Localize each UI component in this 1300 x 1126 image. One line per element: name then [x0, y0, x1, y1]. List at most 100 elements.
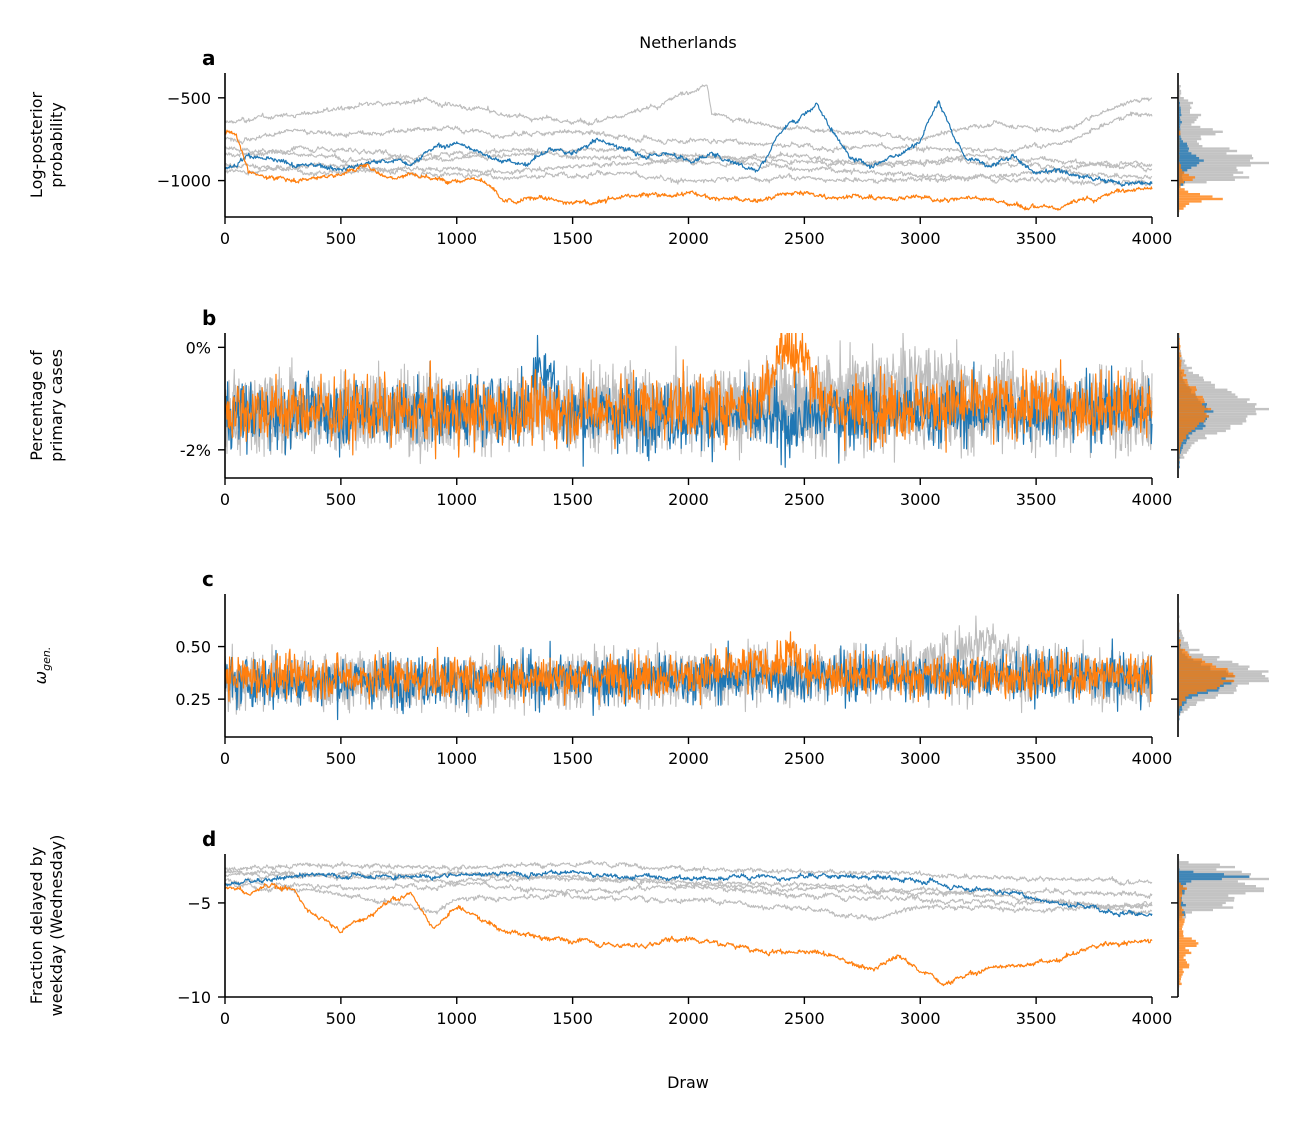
hist-bar-orange-a-22 — [1179, 161, 1180, 165]
hist-bar-orange-b-19 — [1179, 429, 1192, 433]
hist-bar-gray-d-49 — [1179, 877, 1269, 881]
hist-bar-orange-c-35 — [1179, 651, 1188, 654]
hist-bar-gray-d-36 — [1179, 908, 1213, 912]
series-line-gray-3 — [225, 882, 1153, 921]
x-tick-label-c-1: 500 — [326, 749, 357, 768]
hist-bar-orange-d-38 — [1179, 904, 1181, 907]
hist-bar-blue-a-30 — [1179, 142, 1187, 145]
hist-bar-orange-c-24 — [1179, 677, 1222, 680]
hist-bar-gray-c-31 — [1179, 660, 1233, 664]
hist-bar-blue-b-4 — [1179, 465, 1180, 469]
hist-bar-orange-d-42 — [1179, 894, 1182, 897]
hist-bar-gray-b-11 — [1179, 449, 1189, 452]
hist-bar-gray-a-49 — [1179, 97, 1184, 100]
hist-bar-orange-b-43 — [1179, 371, 1184, 375]
hist-bar-orange-b-16 — [1179, 436, 1187, 440]
hist-bar-blue-d-49 — [1179, 877, 1222, 881]
hist-bar-orange-b-46 — [1179, 364, 1182, 367]
hist-bar-orange-d-24 — [1179, 937, 1192, 940]
hist-bar-orange-a-34 — [1179, 133, 1181, 136]
hist-bar-orange-d-7 — [1179, 977, 1181, 981]
hist-bar-orange-d-21 — [1179, 944, 1197, 947]
x-tick-label-a-2: 1000 — [436, 229, 477, 248]
hist-bar-orange-b-49 — [1179, 357, 1180, 360]
marginal-histogram-a — [1179, 85, 1269, 213]
hist-bar-orange-c-13 — [1179, 703, 1182, 706]
hist-bar-orange-a-21 — [1179, 164, 1181, 167]
hist-bar-blue-a-23 — [1179, 159, 1204, 162]
hist-bar-gray-b-41 — [1179, 376, 1204, 379]
x-tick-label-d-5: 2500 — [784, 1009, 825, 1028]
hist-bar-orange-c-36 — [1179, 648, 1186, 652]
series-line-gray-4 — [225, 869, 1153, 915]
hist-bar-orange-d-47 — [1179, 882, 1181, 885]
x-tick-label-c-3: 1500 — [552, 749, 593, 768]
hist-bar-orange-c-38 — [1179, 644, 1181, 647]
hist-bar-orange-c-30 — [1179, 663, 1213, 666]
hist-bar-gray-a-36 — [1179, 128, 1213, 131]
hist-bar-gray-a-51 — [1179, 92, 1182, 95]
hist-bar-orange-c-26 — [1179, 672, 1234, 675]
hist-bar-orange-d-29 — [1179, 925, 1183, 928]
hist-bar-orange-a-15 — [1179, 178, 1193, 181]
hist-bar-blue-c-14 — [1179, 701, 1187, 704]
hist-bar-gray-d-37 — [1179, 906, 1234, 909]
hist-bar-orange-a-10 — [1179, 190, 1189, 193]
hist-bar-gray-a-20 — [1179, 166, 1237, 169]
hist-bar-orange-d-32 — [1179, 918, 1185, 921]
hist-bar-gray-c-33 — [1179, 656, 1220, 659]
hist-bar-gray-b-34 — [1179, 393, 1236, 396]
hist-bar-gray-b-8 — [1179, 456, 1185, 459]
hist-bar-gray-b-25 — [1179, 415, 1248, 418]
hist-bar-orange-c-12 — [1179, 706, 1180, 709]
hist-bar-gray-b-52 — [1179, 349, 1181, 353]
hist-bar-gray-d-40 — [1179, 899, 1235, 902]
hist-bar-gray-b-43 — [1179, 371, 1193, 375]
hist-bar-gray-a-46 — [1179, 104, 1191, 107]
x-tick-label-a-8: 4000 — [1132, 229, 1173, 248]
hist-bar-orange-b-53 — [1179, 347, 1181, 350]
hist-bar-orange-d-12 — [1179, 966, 1190, 969]
x-tick-label-d-3: 1500 — [552, 1009, 593, 1028]
x-tick-label-b-0: 0 — [220, 490, 230, 509]
hist-bar-orange-b-36 — [1179, 388, 1197, 392]
hist-bar-gray-c-15 — [1179, 698, 1205, 702]
hist-bar-orange-d-26 — [1179, 932, 1184, 935]
y-tick-label-d-0: −5 — [187, 894, 211, 913]
hist-bar-gray-c-17 — [1179, 694, 1218, 697]
hist-bar-orange-c-31 — [1179, 660, 1206, 664]
x-tick-label-b-5: 2500 — [784, 490, 825, 509]
hist-bar-gray-a-26 — [1179, 152, 1227, 155]
hist-bar-blue-d-38 — [1179, 904, 1186, 907]
hist-bar-gray-c-12 — [1179, 706, 1190, 709]
hist-bar-blue-a-46 — [1179, 104, 1180, 107]
hist-bar-orange-b-18 — [1179, 432, 1189, 435]
hist-bar-gray-c-10 — [1179, 710, 1184, 714]
hist-bar-gray-b-30 — [1179, 403, 1257, 406]
hist-bar-gray-b-36 — [1179, 388, 1228, 392]
x-tick-label-d-6: 3000 — [900, 1009, 941, 1028]
hist-bar-gray-a-25 — [1179, 154, 1252, 157]
hist-bar-orange-d-46 — [1179, 885, 1183, 888]
hist-bar-gray-b-28 — [1179, 407, 1269, 411]
hist-bar-gray-b-40 — [1179, 378, 1204, 382]
hist-bar-gray-b-31 — [1179, 400, 1248, 404]
hist-bar-gray-c-46 — [1179, 625, 1180, 628]
hist-bar-orange-c-27 — [1179, 670, 1229, 673]
y-tick-label-a-0: −500 — [167, 89, 211, 108]
hist-bar-gray-a-14 — [1179, 181, 1207, 184]
hist-bar-gray-c-39 — [1179, 641, 1188, 645]
hist-bar-gray-a-15 — [1179, 178, 1235, 181]
hist-bar-gray-d-35 — [1179, 911, 1192, 914]
hist-bar-orange-c-29 — [1179, 665, 1217, 668]
panels: a Log-posteriorprobability 0 500 1000 1500 200… — [27, 46, 1269, 1028]
hist-bar-orange-c-14 — [1179, 701, 1182, 704]
hist-bar-orange-c-15 — [1179, 698, 1186, 702]
panel-letter-a: a — [202, 46, 216, 70]
hist-bar-gray-a-30 — [1179, 142, 1199, 145]
hist-bar-gray-a-52 — [1179, 89, 1182, 93]
series-line-gray-6 — [225, 146, 1153, 173]
hist-bar-gray-b-26 — [1179, 412, 1257, 416]
hist-bar-gray-a-34 — [1179, 133, 1216, 136]
panel-letter-d: d — [202, 827, 216, 851]
